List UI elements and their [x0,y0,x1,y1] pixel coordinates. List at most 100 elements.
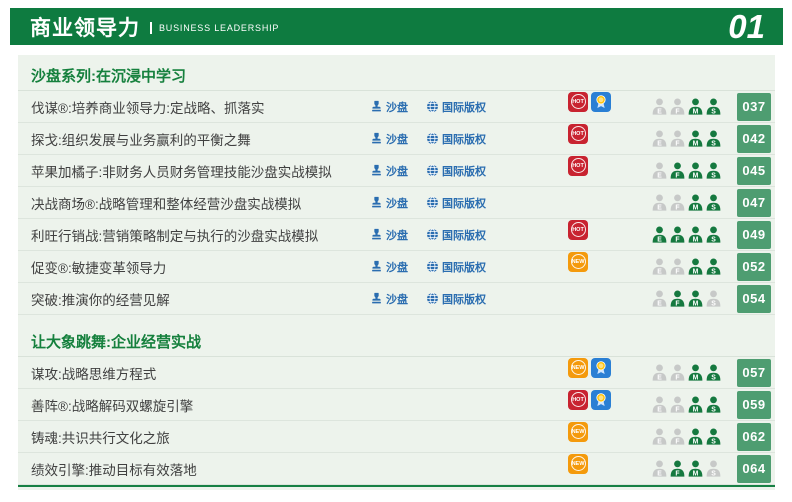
audience-level-s-active: S [705,396,722,413]
page-number-box: 057 [737,358,771,387]
svg-text:S: S [711,301,716,307]
stamp-icon [372,292,381,304]
hot-tag: HOT [568,123,588,144]
svg-text:M: M [693,407,699,413]
audience-level-f-inactive: F [669,364,686,381]
page-number-box: 059 [737,390,771,419]
svg-text:S: S [711,439,716,445]
intl-copyright-badge: 国际版权 [426,131,486,147]
hot-tag: HOT [568,155,588,176]
sandbox-badge-label: 沙盘 [386,229,408,242]
person-icon: S [706,428,721,445]
audience-level-f-active: F [669,226,686,243]
audience-level-e-inactive: E [651,194,668,211]
svg-text:M: M [693,205,699,211]
course-title: 决战商场®:战略管理和整体经营沙盘实战模拟 [31,196,302,212]
person-icon: E [652,162,667,179]
person-icon: S [706,194,721,211]
sandbox-badge-label: 沙盘 [386,197,408,210]
sandbox-badge: 沙盘 [370,131,408,147]
hot-tag-label: HOT [570,158,586,173]
course-tags: HOT [552,155,620,176]
audience-level-s-active: S [705,428,722,445]
audience-level-m-active: M [687,364,704,381]
course-row: 促变®:敏捷变革领导力 沙盘 国际版权 NEW E F M S 052 [18,251,775,283]
course-row: 探戈:组织发展与业务赢利的平衡之舞 沙盘 国际版权 HOT E F M S 042 [18,123,775,155]
new-tag-label: NEW [570,456,586,471]
audience-level-e-inactive: E [651,396,668,413]
svg-text:F: F [675,471,679,477]
audience-level-m-active: M [687,396,704,413]
person-icon: M [688,396,703,413]
course-row: 善阵®:战略解码双螺旋引擎 HOT E F M S 059 [18,389,775,421]
stamp-icon [372,132,381,144]
svg-text:S: S [711,109,716,115]
course-badges: 沙盘 国际版权 [370,291,552,307]
course-tags: HOT [552,91,620,112]
course-row: 决战商场®:战略管理和整体经营沙盘实战模拟 沙盘 国际版权 E F M S 047 [18,187,775,219]
svg-text:E: E [657,205,662,211]
course-tags: NEW [552,251,620,272]
person-icon: M [688,194,703,211]
course-title: 突破:推演你的经营见解 [31,292,170,308]
person-icon: F [670,194,685,211]
person-icon: F [670,162,685,179]
page-number-box: 062 [737,422,771,451]
person-icon: S [706,130,721,147]
audience-level-f-inactive: F [669,258,686,275]
svg-text:E: E [657,471,662,477]
audience-level-e-inactive: E [651,364,668,381]
globe-icon [427,260,438,273]
person-icon: E [652,396,667,413]
svg-text:F: F [675,109,679,115]
hot-tag: HOT [568,91,588,112]
page-number-box: 037 [737,92,771,121]
course-tags: NEW [552,453,620,474]
person-icon: F [670,364,685,381]
sandbox-badge-label: 沙盘 [386,261,408,274]
svg-text:F: F [675,237,679,243]
new-tag: NEW [568,251,588,272]
audience-level-e-inactive: E [651,130,668,147]
hot-tag: HOT [568,389,588,410]
audience-level-f-inactive: F [669,396,686,413]
person-icon: F [670,428,685,445]
intl-copyright-badge: 国际版权 [426,99,486,115]
svg-text:F: F [675,375,679,381]
sandbox-badge: 沙盘 [370,227,408,243]
audience-level-f-active: F [669,460,686,477]
person-icon: M [688,364,703,381]
page-number-box: 064 [737,454,771,483]
person-icon: S [706,258,721,275]
audience-level-s-active: S [705,364,722,381]
person-icon: M [688,428,703,445]
course-title: 促变®:敏捷变革领导力 [31,260,167,276]
audience-level-f-active: F [669,290,686,307]
intl-copyright-label: 国际版权 [442,101,486,114]
audience-level-m-active: M [687,460,704,477]
svg-text:E: E [657,109,662,115]
audience-level-s-active: S [705,194,722,211]
person-icon: M [688,130,703,147]
new-tag-label: NEW [570,254,586,269]
course-tags: NEW [552,421,620,442]
svg-text:F: F [675,205,679,211]
course-tags: HOT [552,389,620,410]
svg-text:E: E [657,141,662,147]
svg-text:S: S [711,269,716,275]
svg-text:M: M [693,109,699,115]
svg-text:E: E [657,439,662,445]
person-icon: E [652,290,667,307]
audience-level-m-active: M [687,98,704,115]
svg-text:F: F [675,301,679,307]
audience-level-e-inactive: E [651,258,668,275]
page-number-box: 047 [737,188,771,217]
course-row: 苹果加橘子:非财务人员财务管理技能沙盘实战模拟 沙盘 国际版权 HOT E F M S 045 [18,155,775,187]
course-badges: 沙盘 国际版权 [370,163,552,179]
person-icon: E [652,428,667,445]
